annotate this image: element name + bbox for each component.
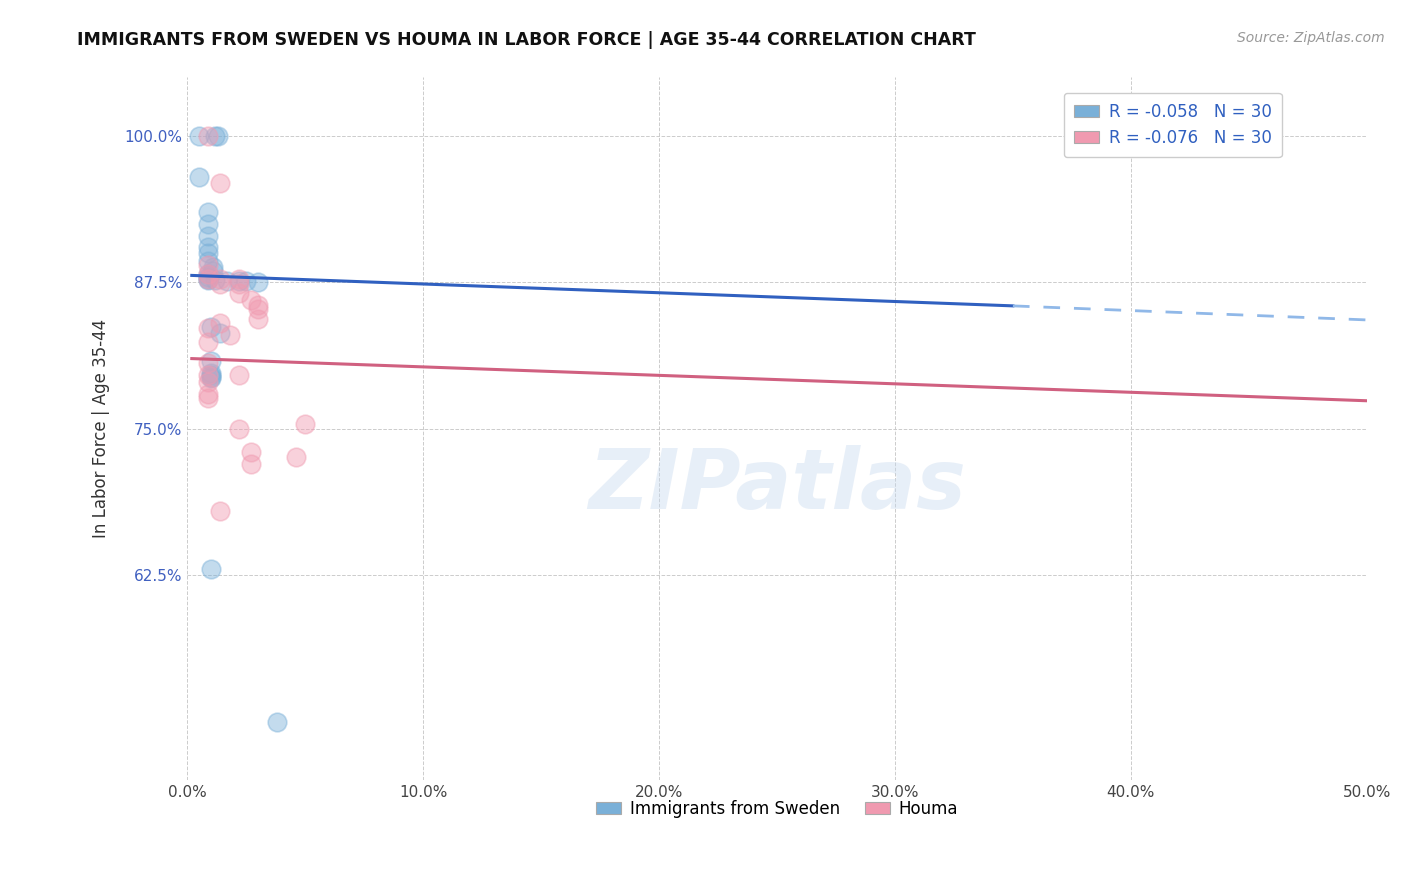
Point: [266, 714, 288, 729]
Point: [197, 272, 219, 286]
Point: [200, 562, 222, 576]
Point: [228, 368, 250, 382]
Point: [209, 176, 232, 190]
Point: [200, 371, 222, 385]
Point: [202, 264, 225, 278]
Point: [197, 267, 219, 281]
Point: [187, 169, 209, 184]
Point: [200, 370, 222, 384]
Point: [228, 422, 250, 436]
Point: [197, 356, 219, 370]
Point: [239, 457, 262, 471]
Point: [294, 417, 316, 432]
Point: [197, 258, 219, 272]
Point: [228, 277, 250, 291]
Point: [246, 298, 269, 312]
Point: [197, 392, 219, 406]
Point: [207, 128, 229, 143]
Point: [200, 320, 222, 334]
Point: [197, 228, 219, 243]
Y-axis label: In Labor Force | Age 35-44: In Labor Force | Age 35-44: [93, 319, 110, 539]
Point: [197, 246, 219, 260]
Point: [284, 450, 307, 464]
Point: [246, 276, 269, 290]
Point: [200, 366, 222, 380]
Point: [239, 293, 262, 307]
Point: [197, 205, 219, 219]
Point: [200, 354, 222, 368]
Point: [218, 328, 240, 343]
Point: [200, 368, 222, 382]
Text: IMMIGRANTS FROM SWEDEN VS HOUMA IN LABOR FORCE | AGE 35-44 CORRELATION CHART: IMMIGRANTS FROM SWEDEN VS HOUMA IN LABOR…: [77, 31, 976, 49]
Text: Source: ZipAtlas.com: Source: ZipAtlas.com: [1237, 31, 1385, 45]
Point: [209, 272, 232, 286]
Point: [204, 128, 226, 143]
Point: [217, 274, 239, 288]
Point: [239, 445, 262, 459]
Point: [197, 375, 219, 389]
Point: [209, 504, 232, 518]
Point: [197, 254, 219, 268]
Point: [197, 240, 219, 254]
Point: [235, 274, 257, 288]
Text: ZIPatlas: ZIPatlas: [588, 444, 966, 525]
Point: [187, 128, 209, 143]
Point: [204, 273, 226, 287]
Legend: Immigrants from Sweden, Houma: Immigrants from Sweden, Houma: [589, 793, 965, 825]
Point: [228, 285, 250, 300]
Point: [197, 269, 219, 284]
Point: [228, 272, 250, 286]
Point: [197, 217, 219, 231]
Point: [197, 128, 219, 143]
Point: [197, 368, 219, 382]
Point: [228, 274, 250, 288]
Point: [197, 386, 219, 401]
Point: [197, 321, 219, 335]
Point: [197, 267, 219, 281]
Point: [202, 260, 225, 275]
Point: [209, 326, 232, 340]
Point: [197, 272, 219, 286]
Point: [197, 335, 219, 350]
Point: [209, 317, 232, 331]
Point: [246, 311, 269, 326]
Point: [246, 302, 269, 317]
Point: [197, 273, 219, 287]
Point: [209, 277, 232, 291]
